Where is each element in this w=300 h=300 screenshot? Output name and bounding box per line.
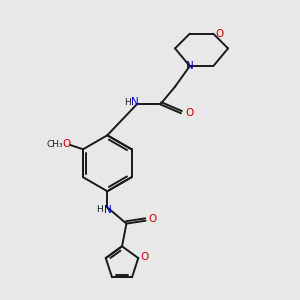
Text: H: H (96, 205, 102, 214)
Text: O: O (148, 214, 156, 224)
Text: O: O (216, 29, 224, 39)
Text: O: O (141, 253, 149, 262)
Text: O: O (185, 108, 193, 118)
Text: N: N (131, 97, 139, 107)
Text: CH₃: CH₃ (46, 140, 63, 149)
Text: N: N (104, 205, 112, 215)
Text: N: N (186, 61, 194, 71)
Text: O: O (62, 139, 70, 149)
Text: H: H (124, 98, 131, 106)
